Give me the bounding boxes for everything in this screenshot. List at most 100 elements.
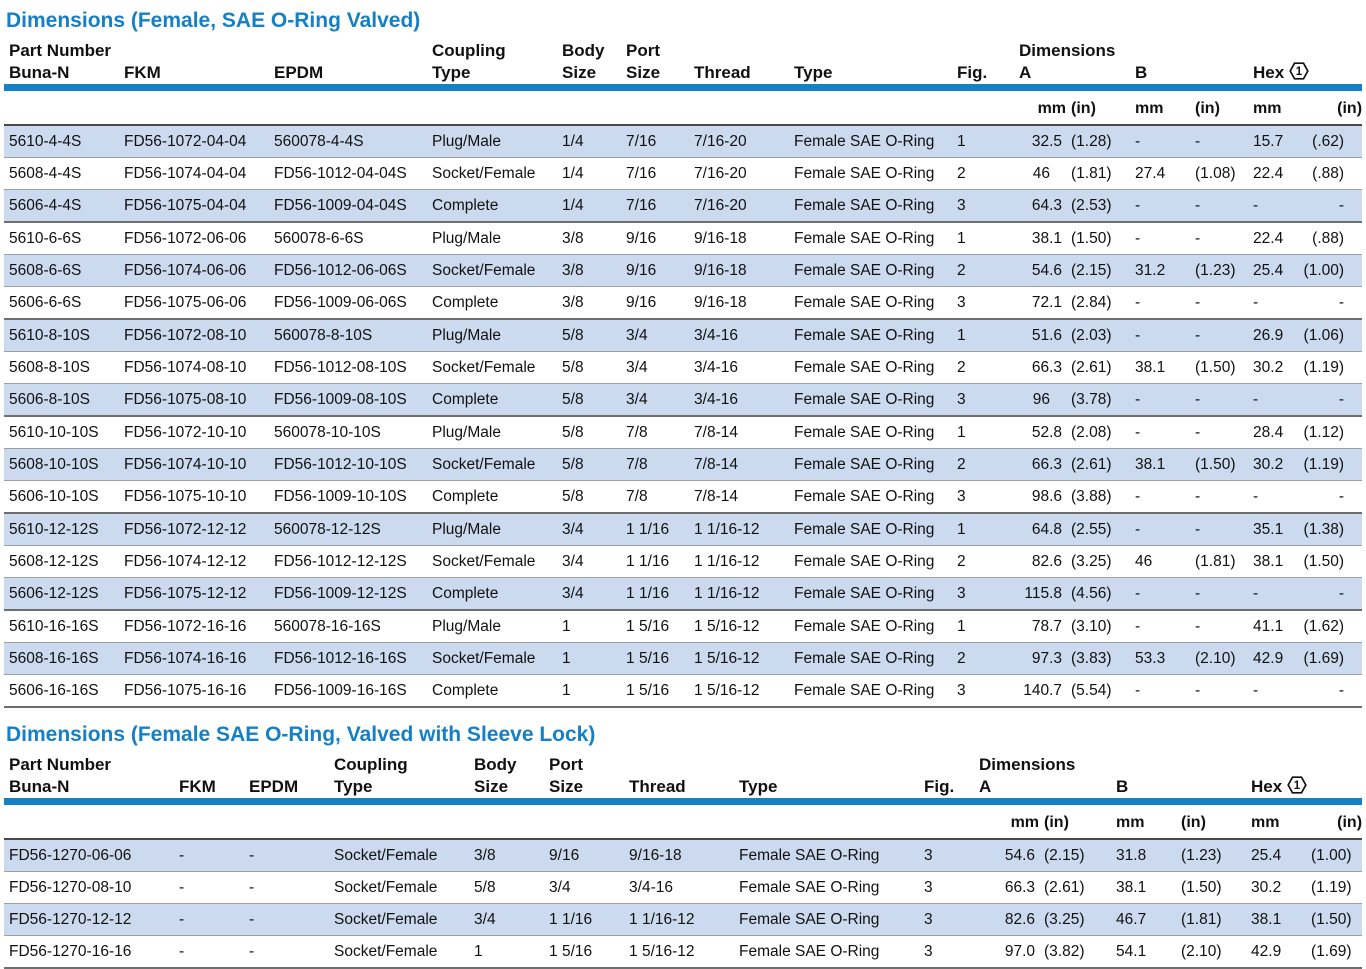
type: Female SAE O-Ring <box>789 448 953 481</box>
body-size: 1 <box>469 935 545 969</box>
body-size: 1 <box>557 642 622 675</box>
dim-b-mm: - <box>1130 189 1191 223</box>
thread: 7/8-14 <box>689 480 790 514</box>
hex-mm: 22.4 <box>1248 222 1303 255</box>
fig: 2 <box>952 157 1015 190</box>
thread: 9/16-18 <box>689 222 790 255</box>
dim-a-mm: 32.5 <box>1014 125 1067 158</box>
part-buna-n: 5608-12-12S <box>4 545 119 578</box>
body-size: 1/4 <box>557 157 622 190</box>
dim-a-in: (3.25) <box>1039 903 1112 936</box>
dim-b-in: (1.50) <box>1190 351 1249 384</box>
header-row: Buna-N FKM EPDM Type Size Size Thread Ty… <box>4 62 1362 84</box>
fig: 1 <box>952 513 1015 546</box>
coupling-type: Socket/Female <box>329 871 470 904</box>
dim-b-in: (2.10) <box>1190 642 1249 675</box>
dim-a-mm: 66.3 <box>1014 351 1067 384</box>
type: Female SAE O-Ring <box>789 674 953 708</box>
type: Female SAE O-Ring <box>789 610 953 643</box>
coupling-type: Socket/Female <box>427 351 558 384</box>
hex-in: - <box>1302 383 1363 417</box>
part-epdm: 560078-4-4S <box>269 125 428 158</box>
type: Female SAE O-Ring <box>789 383 953 417</box>
table-row: 5606-16-16S FD56-1075-16-16 FD56-1009-16-1… <box>4 674 1363 708</box>
thread: 1 1/16-12 <box>689 513 790 546</box>
dim-b-in: (1.50) <box>1176 871 1247 904</box>
part-buna-n: FD56-1270-12-12 <box>4 903 174 936</box>
part-fkm: FD56-1075-06-06 <box>119 286 269 320</box>
port-size: 9/16 <box>621 254 690 287</box>
port-size: 7/8 <box>621 448 690 481</box>
dim-b-mm: 27.4 <box>1130 157 1191 190</box>
col-header-type: Type <box>794 63 833 82</box>
units-row: mm (in) mm (in) mm (in) <box>4 91 1363 126</box>
col-header-a: A <box>979 777 992 796</box>
coupling-type: Plug/Male <box>427 319 558 352</box>
col-header-body: Body <box>562 41 605 60</box>
hex-mm: 30.2 <box>1248 351 1303 384</box>
dim-b-mm: 54.1 <box>1111 935 1177 969</box>
dim-a-in: (1.50) <box>1066 222 1131 255</box>
table-row: 5610-4-4S FD56-1072-04-04 560078-4-4S Plug/… <box>4 125 1363 158</box>
hex-in: - <box>1302 286 1363 320</box>
table-row: 5606-10-10S FD56-1075-10-10 FD56-1009-10-1… <box>4 480 1363 514</box>
dim-b-in: - <box>1190 674 1249 708</box>
fig: 1 <box>952 222 1015 255</box>
hex-mm: 30.2 <box>1246 871 1312 904</box>
thread: 3/4-16 <box>624 871 735 904</box>
part-epdm: FD56-1012-06-06S <box>269 254 428 287</box>
header-group-row: Part Number Coupling Body Port Dimension… <box>4 754 1362 776</box>
table-row: 5608-12-12S FD56-1074-12-12 FD56-1012-12-1… <box>4 545 1363 578</box>
table-row: 5608-16-16S FD56-1074-16-16 FD56-1012-16-1… <box>4 642 1363 675</box>
port-size: 1 5/16 <box>621 674 690 708</box>
dim-a-mm: 54.6 <box>974 839 1040 872</box>
dim-b-in: - <box>1190 189 1249 223</box>
fig: 3 <box>919 903 975 936</box>
hex-in: (1.50) <box>1302 545 1363 578</box>
dim-b-mm: - <box>1130 319 1191 352</box>
part-fkm: FD56-1074-10-10 <box>119 448 269 481</box>
body-size: 5/8 <box>557 383 622 417</box>
col-header-part-number: Part Number <box>9 41 112 60</box>
fig: 2 <box>952 642 1015 675</box>
hex-mm: 25.4 <box>1248 254 1303 287</box>
dim-b-in: (1.50) <box>1190 448 1249 481</box>
coupling-type: Plug/Male <box>427 610 558 643</box>
part-fkm: FD56-1072-04-04 <box>119 125 269 158</box>
dim-a-in: (2.61) <box>1066 351 1131 384</box>
part-fkm: FD56-1075-04-04 <box>119 189 269 223</box>
fig: 3 <box>952 674 1015 708</box>
table-row: 5606-12-12S FD56-1075-12-12 FD56-1009-12-1… <box>4 577 1363 611</box>
port-size: 3/4 <box>621 351 690 384</box>
dim-b-in: - <box>1190 480 1249 514</box>
unit-hex-in: (in) <box>1311 805 1363 840</box>
coupling-type: Complete <box>427 286 558 320</box>
part-epdm: - <box>244 839 330 872</box>
dim-a-in: (1.81) <box>1066 157 1131 190</box>
dim-b-mm: - <box>1130 513 1191 546</box>
table-body: FD56-1270-06-06- - Socket/Female 3/8 9/16 9/1… <box>4 839 1363 969</box>
part-epdm: 560078-6-6S <box>269 222 428 255</box>
type: Female SAE O-Ring <box>789 642 953 675</box>
header-rule <box>4 84 1363 91</box>
port-size: 1 1/16 <box>621 513 690 546</box>
col-header-a: A <box>1019 63 1032 82</box>
part-buna-n: 5610-6-6S <box>4 222 119 255</box>
svg-text:1: 1 <box>1296 66 1303 78</box>
part-buna-n: 5606-8-10S <box>4 383 119 417</box>
part-buna-n: 5606-16-16S <box>4 674 119 708</box>
part-buna-n: 5608-10-10S <box>4 448 119 481</box>
dim-a-in: (2.53) <box>1066 189 1131 223</box>
type: Female SAE O-Ring <box>789 416 953 449</box>
coupling-type: Socket/Female <box>427 157 558 190</box>
fig: 3 <box>952 480 1015 514</box>
hex-footnote-icon: 1 <box>1289 62 1309 80</box>
section-sleeve-lock: Dimensions (Female SAE O-Ring, Valved wi… <box>4 722 1363 969</box>
type: Female SAE O-Ring <box>789 480 953 514</box>
thread: 1 5/16-12 <box>689 642 790 675</box>
unit-a-in: (in) <box>1039 805 1112 840</box>
hex-mm: 38.1 <box>1246 903 1312 936</box>
part-epdm: FD56-1009-16-16S <box>269 674 428 708</box>
port-size: 1 1/16 <box>621 545 690 578</box>
port-size: 1 1/16 <box>621 577 690 611</box>
